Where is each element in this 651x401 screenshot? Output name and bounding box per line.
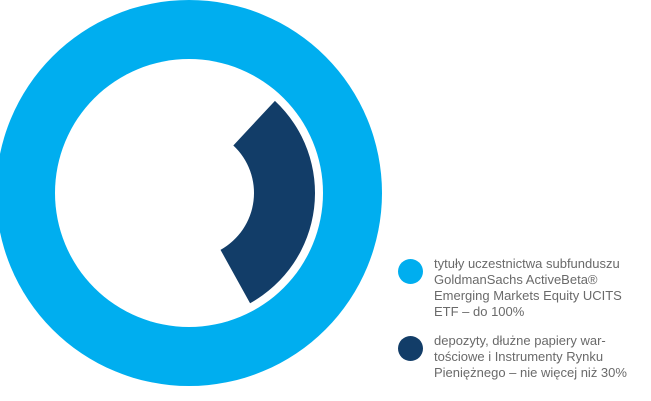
legend-item-deposits-bonds: depozyty, dłużne papiery war- tościowe i…	[398, 333, 651, 381]
legend-label-line: GoldmanSachs ActiveBeta®	[434, 272, 598, 287]
slice-deposits-bonds	[220, 100, 315, 304]
legend-swatch-equity-etf	[398, 259, 423, 284]
legend-label-line: ETF – do 100%	[434, 304, 525, 319]
legend-item-equity-etf: tytuły uczestnictwa subfunduszu GoldmanS…	[398, 256, 651, 320]
legend-label-line: Emerging Markets Equity UCITS	[434, 288, 622, 303]
chart-legend: tytuły uczestnictwa subfunduszu GoldmanS…	[398, 256, 651, 394]
legend-swatch-deposits-bonds	[398, 336, 423, 361]
legend-label-line: depozyty, dłużne papiery war-	[434, 333, 606, 348]
legend-label-line: tytuły uczestnictwa subfunduszu	[434, 256, 620, 271]
legend-label-line: tościowe i Instrumenty Rynku	[434, 349, 604, 364]
legend-label-line: Pieniężnego – nie więcej niż 30%	[434, 365, 627, 380]
